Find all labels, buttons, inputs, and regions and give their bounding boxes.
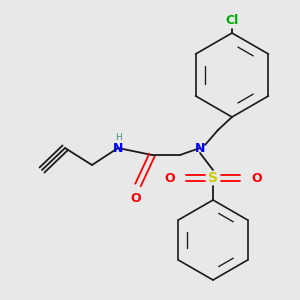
Text: H: H [115, 133, 122, 142]
Text: N: N [113, 142, 123, 155]
Text: O: O [251, 172, 262, 184]
Text: N: N [195, 142, 205, 155]
Text: Cl: Cl [225, 14, 239, 28]
Text: S: S [208, 171, 218, 185]
Text: O: O [164, 172, 175, 184]
Text: O: O [131, 192, 141, 205]
